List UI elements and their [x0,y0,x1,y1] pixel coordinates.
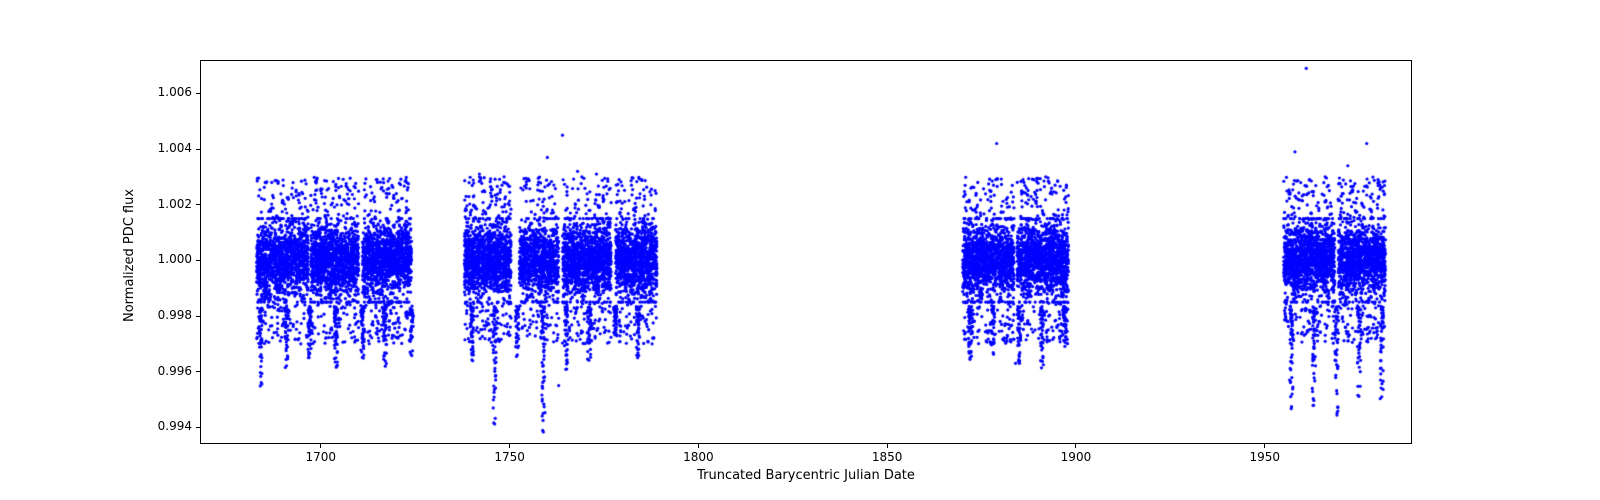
x-tick [1075,444,1076,448]
x-tick-label: 1850 [857,450,917,464]
y-axis-label: Normalized PDC flux [122,189,137,322]
y-tick-label: 1.004 [142,141,192,155]
y-tick [196,204,200,205]
x-tick-label: 1700 [291,450,351,464]
y-tick [196,149,200,150]
y-tick-label: 1.002 [142,197,192,211]
y-tick [196,371,200,372]
x-tick [1264,444,1265,448]
y-tick-label: 1.000 [142,252,192,266]
scatter-canvas [200,60,1412,444]
y-tick [196,93,200,94]
x-tick [698,444,699,448]
y-tick [196,427,200,428]
y-tick [196,260,200,261]
y-tick-label: 0.994 [142,419,192,433]
y-tick-label: 1.006 [142,85,192,99]
lightcurve-chart: 1700 1750 1800 1850 1900 1950 0.994 0.996 0.998 1… [0,0,1600,500]
x-tick [887,444,888,448]
x-tick-label: 1900 [1046,450,1106,464]
y-tick-label: 0.996 [142,364,192,378]
x-tick-label: 1950 [1235,450,1295,464]
x-tick-label: 1800 [668,450,728,464]
x-tick [509,444,510,448]
x-tick [320,444,321,448]
x-tick-label: 1750 [480,450,540,464]
y-tick [196,316,200,317]
x-axis-label: Truncated Barycentric Julian Date [686,468,926,483]
y-tick-label: 0.998 [142,308,192,322]
